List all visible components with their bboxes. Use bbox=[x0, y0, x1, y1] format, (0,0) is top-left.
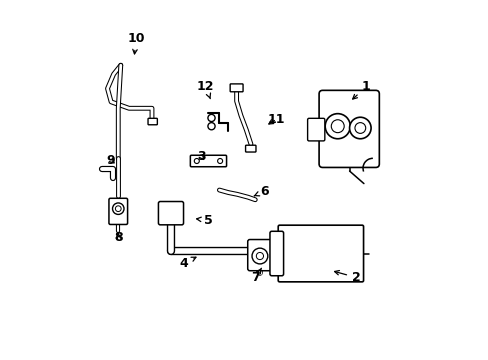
Circle shape bbox=[115, 206, 121, 212]
Text: 6: 6 bbox=[254, 185, 268, 198]
Circle shape bbox=[207, 123, 215, 130]
Circle shape bbox=[217, 158, 222, 163]
Circle shape bbox=[207, 114, 215, 122]
FancyBboxPatch shape bbox=[109, 198, 127, 225]
Text: 9: 9 bbox=[106, 154, 115, 167]
Circle shape bbox=[112, 203, 124, 215]
Text: 8: 8 bbox=[114, 231, 122, 244]
Text: 5: 5 bbox=[196, 214, 212, 227]
Text: 1: 1 bbox=[352, 80, 370, 99]
FancyBboxPatch shape bbox=[158, 202, 183, 225]
Text: 12: 12 bbox=[197, 80, 214, 99]
Circle shape bbox=[251, 248, 267, 264]
Text: 4: 4 bbox=[180, 257, 196, 270]
Text: 7: 7 bbox=[250, 268, 261, 284]
Text: 2: 2 bbox=[334, 270, 360, 284]
FancyBboxPatch shape bbox=[190, 155, 226, 167]
FancyBboxPatch shape bbox=[230, 84, 243, 92]
FancyBboxPatch shape bbox=[269, 231, 283, 276]
FancyBboxPatch shape bbox=[247, 239, 272, 271]
Text: 11: 11 bbox=[267, 113, 285, 126]
FancyBboxPatch shape bbox=[278, 225, 363, 282]
FancyBboxPatch shape bbox=[307, 118, 324, 141]
FancyBboxPatch shape bbox=[319, 90, 379, 167]
Circle shape bbox=[330, 120, 344, 133]
FancyBboxPatch shape bbox=[148, 118, 157, 125]
Circle shape bbox=[256, 252, 263, 260]
Circle shape bbox=[325, 114, 349, 139]
FancyBboxPatch shape bbox=[245, 145, 255, 152]
Circle shape bbox=[354, 123, 365, 134]
Text: 3: 3 bbox=[197, 150, 205, 163]
Circle shape bbox=[349, 117, 370, 139]
Circle shape bbox=[194, 158, 199, 163]
Text: 10: 10 bbox=[127, 32, 144, 54]
